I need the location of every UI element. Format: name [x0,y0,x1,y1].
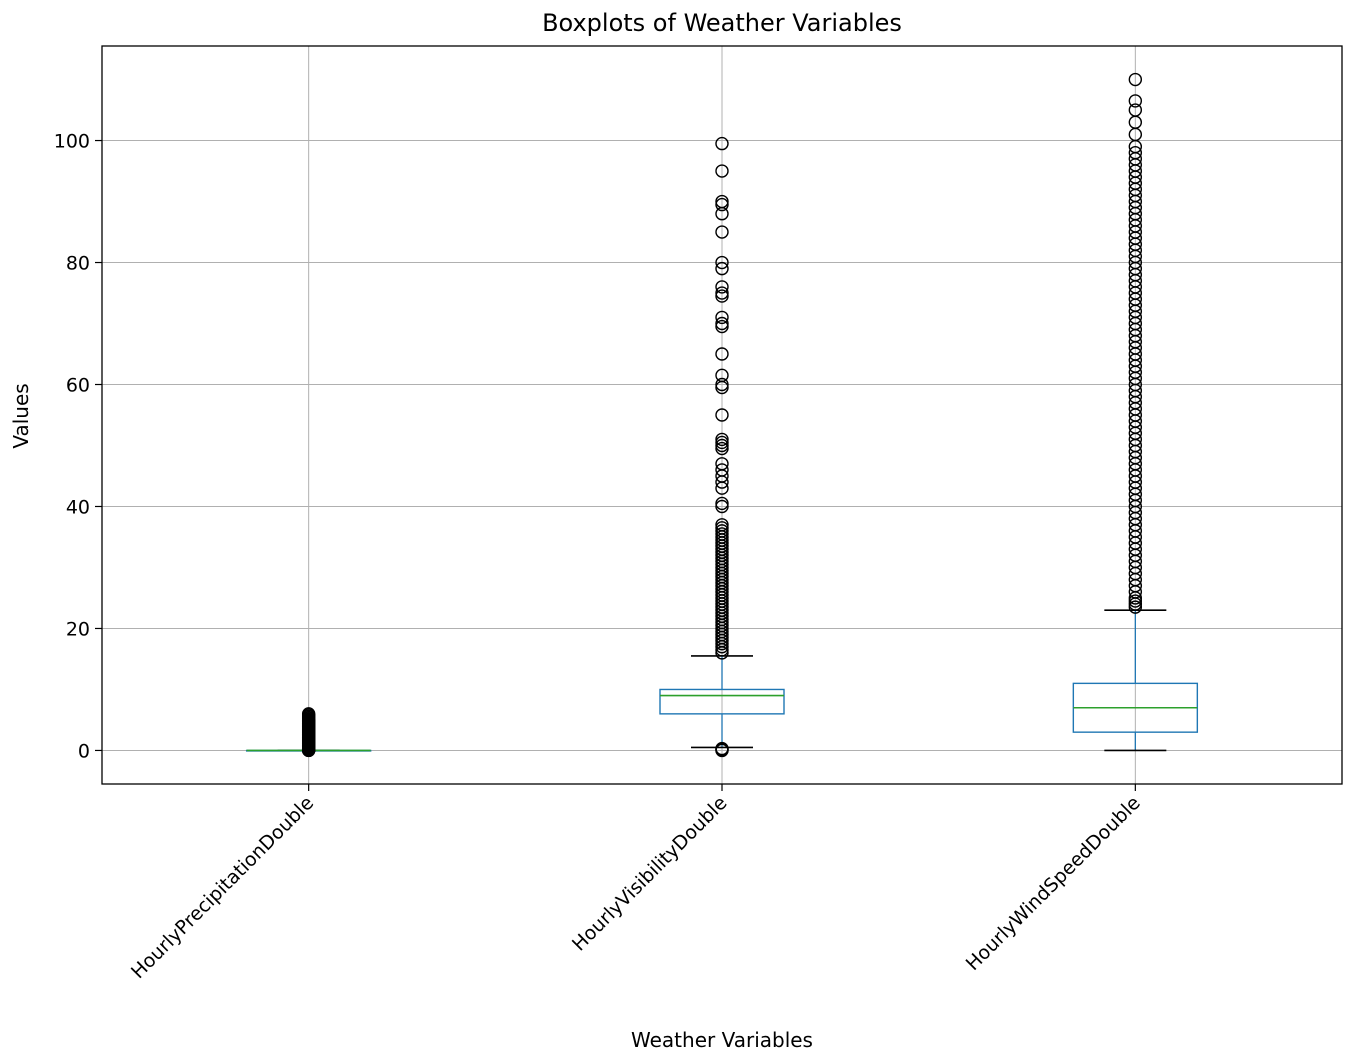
outlier-point [715,518,729,532]
boxplot-hourlywindspeeddouble [1072,72,1199,752]
outlier-point [715,432,729,447]
x-axis-label: Weather Variables [631,1028,813,1052]
y-tick-label: 80 [66,253,90,275]
y-tick-label: 100 [54,131,90,153]
chart-title: Boxplots of Weather Variables [542,9,902,37]
boxplot-hourlyprecipitationdouble [245,707,372,758]
outlier-point [715,463,729,477]
outlier-point [715,289,729,303]
outlier-point [715,136,729,151]
y-tick-label: 0 [78,740,90,762]
axis-ticks: 0 20 40 60 80 100 HourlyPrecipitationDouble Hou… [54,131,1145,984]
iqr-box [659,688,785,715]
outlier-point [715,435,729,450]
x-tick-label: HourlyPrecipitationDouble [127,792,318,983]
outlier-point [715,316,729,331]
outlier-point [1128,103,1143,117]
outlier-point [715,347,729,361]
outlier-point [1128,600,1143,614]
outlier-point [715,194,729,209]
outlier-point [715,741,729,756]
outlier-point [715,225,729,239]
outlier-point [715,261,729,276]
outlier-point [1128,94,1143,108]
outlier-point [715,197,729,212]
outlier-point [715,368,729,383]
boxplots [245,72,1199,758]
y-tick-label: 20 [66,618,90,640]
outlier-point [1128,594,1143,608]
x-tick-label: HourlyWindSpeedDouble [962,792,1145,975]
outlier-point [715,408,729,422]
outlier-point [715,377,729,392]
outlier-point [715,438,729,453]
outlier-point [715,286,729,300]
outlier-point [715,521,729,535]
outlier-point [301,707,316,721]
y-tick-label: 60 [66,375,90,397]
outlier-point [715,164,729,178]
outlier-point [715,255,729,270]
outlier-point [715,499,729,514]
outlier-point [715,310,729,325]
outlier-point [715,441,729,456]
outlier-point [715,319,729,334]
outlier-point [715,524,729,538]
y-tick-label: 40 [66,496,90,518]
y-axis-label: Values [9,383,33,448]
x-tick-label: HourlyVisibilityDouble [568,792,732,956]
boxplot-hourlyvisibilitydouble [659,136,785,758]
outlier-point [1128,146,1143,160]
outlier-point [715,527,729,541]
outlier-point [715,457,729,471]
outlier-point [715,280,729,294]
outlier-point [715,496,729,511]
outlier-point [1128,72,1143,87]
